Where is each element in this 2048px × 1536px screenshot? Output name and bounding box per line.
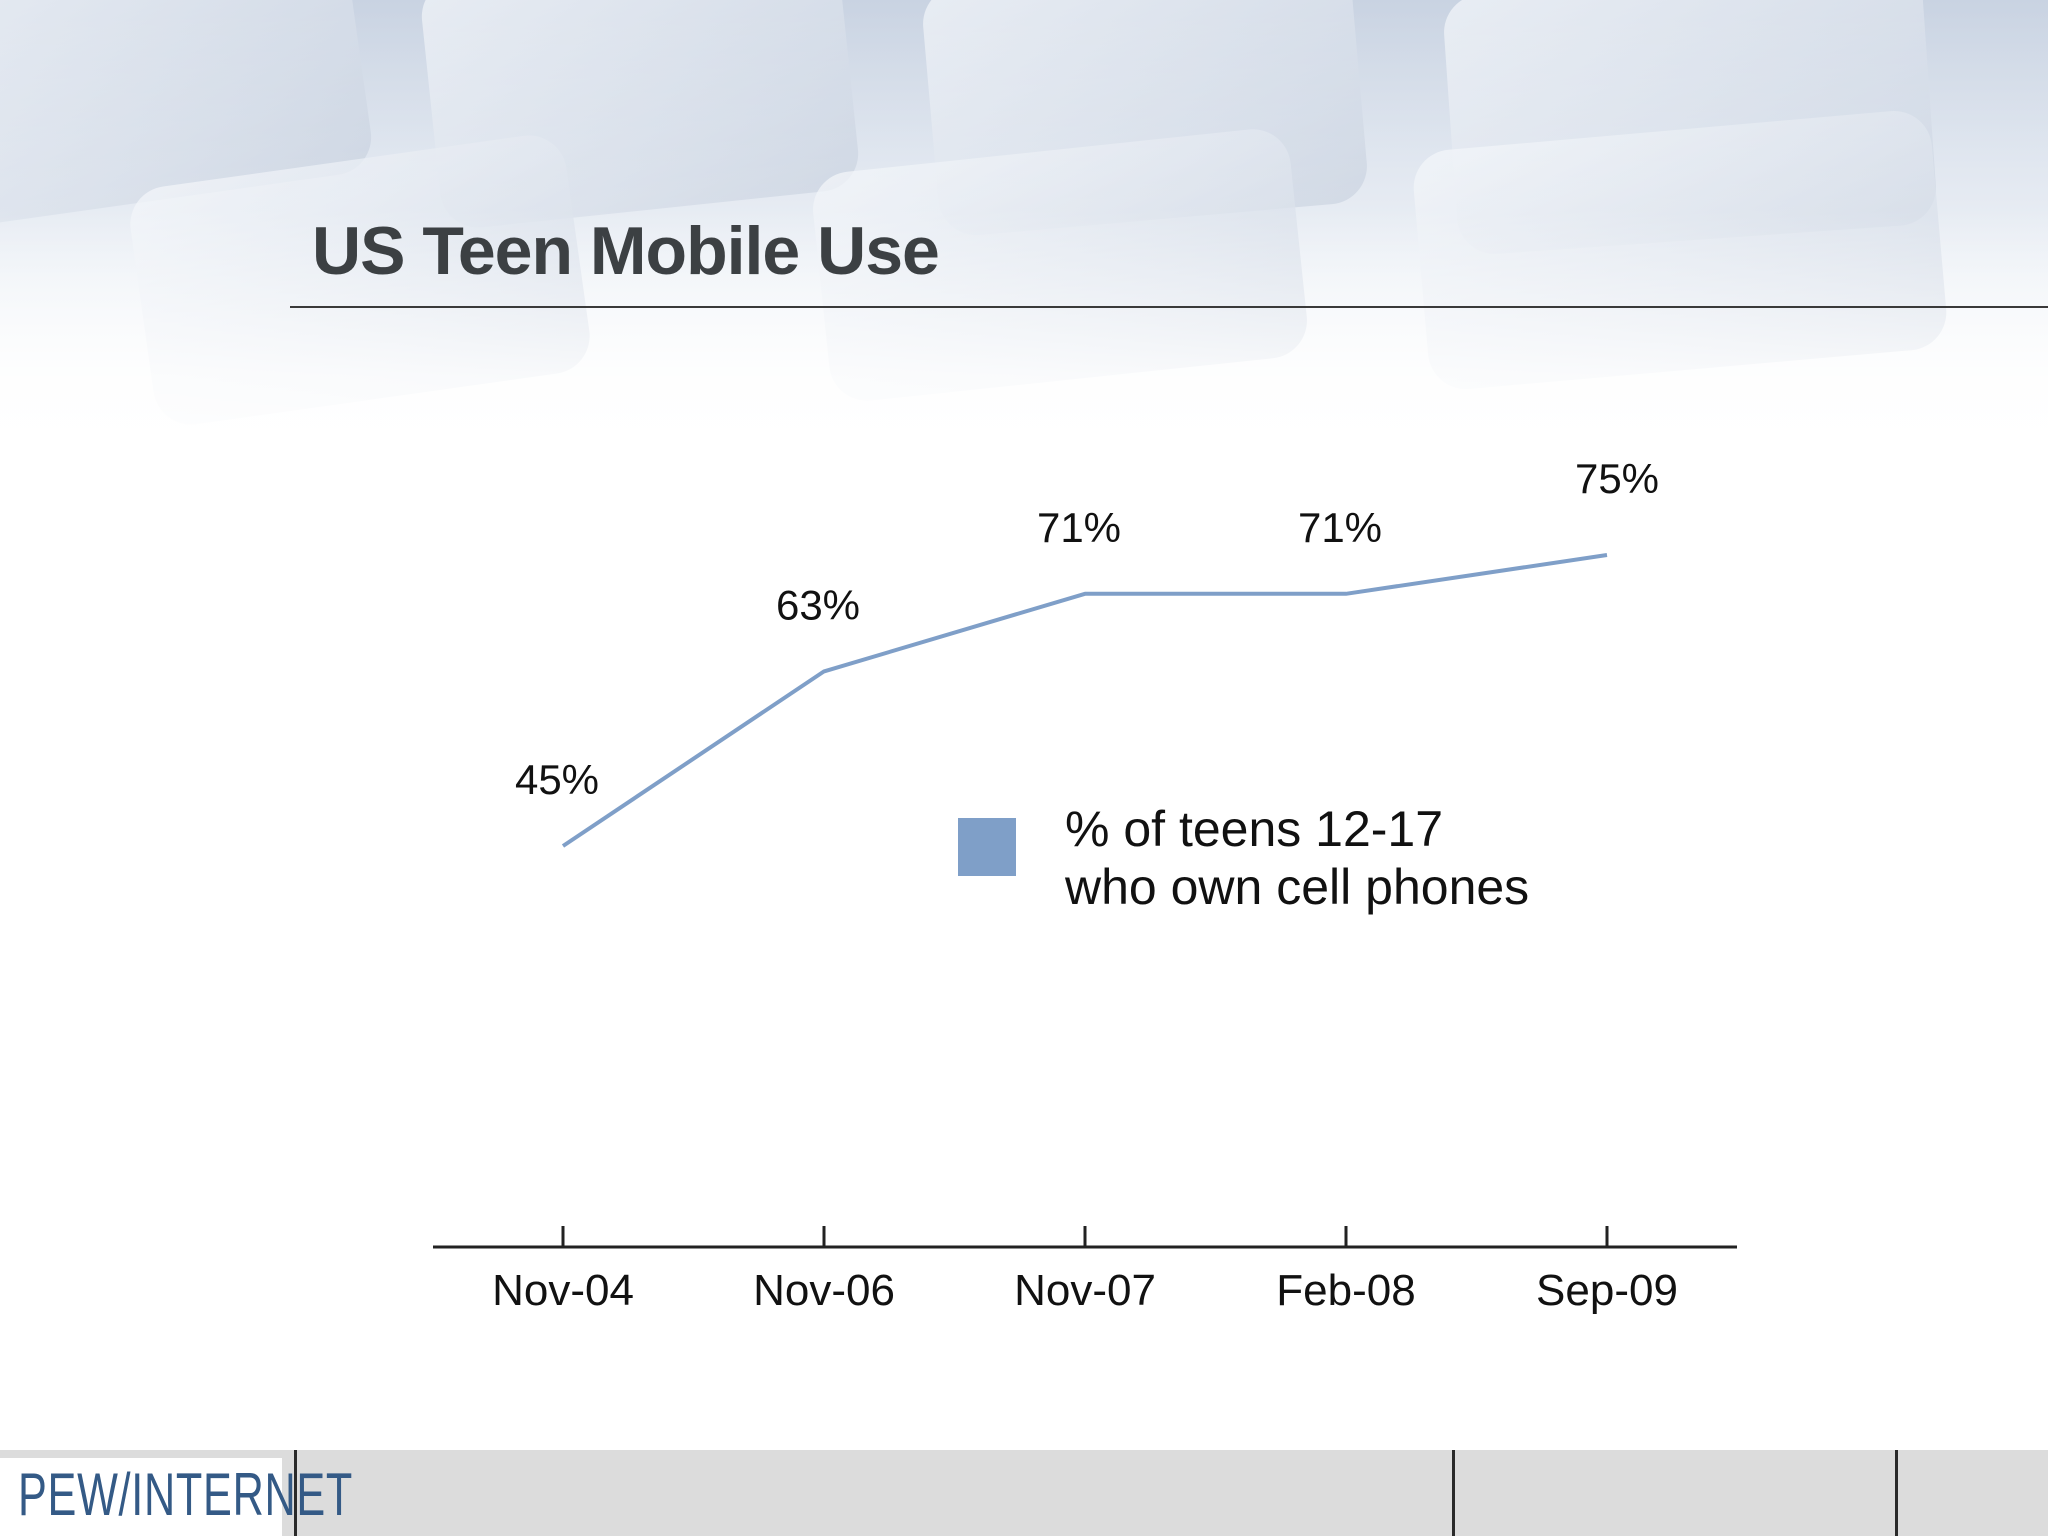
x-tick-label: Nov-06: [753, 1266, 895, 1315]
series-line: [561, 553, 1608, 848]
footer-divider: [1452, 1450, 1455, 1536]
data-labels: 45% 63% 71% 71% 75%: [515, 455, 1659, 803]
title-divider: [290, 306, 2048, 308]
x-tick-label: Sep-09: [1536, 1266, 1678, 1315]
x-axis-tick-labels: Nov-04 Nov-06 Nov-07 Feb-08 Sep-09: [492, 1266, 1678, 1315]
slide-title: US Teen Mobile Use: [312, 213, 940, 289]
logo-box: [0, 1458, 282, 1536]
footer-divider: [294, 1450, 297, 1536]
background-fade: [0, 0, 2048, 470]
legend-label-line-1: % of teens 12-17: [1065, 801, 1443, 857]
data-label: 75%: [1575, 455, 1659, 502]
x-tick-label: Nov-07: [1014, 1266, 1156, 1315]
x-axis-ticks: [561, 1226, 1609, 1247]
footer-divider: [1895, 1450, 1898, 1536]
line-chart: Nov-04 Nov-06 Nov-07 Feb-08 Sep-09 45% 63% 71%…: [433, 455, 1737, 1315]
data-label: 71%: [1298, 504, 1382, 551]
footer-bar: [0, 1450, 2048, 1536]
legend-label-line-2: who own cell phones: [1064, 859, 1529, 915]
data-label: 45%: [515, 756, 599, 803]
pew-internet-logo: PEW/INTERNET: [18, 1461, 354, 1528]
x-tick-label: Nov-04: [492, 1266, 634, 1315]
legend-swatch: [958, 818, 1016, 876]
x-tick-label: Feb-08: [1276, 1266, 1415, 1315]
data-label: 71%: [1037, 504, 1121, 551]
data-label: 63%: [776, 581, 860, 628]
